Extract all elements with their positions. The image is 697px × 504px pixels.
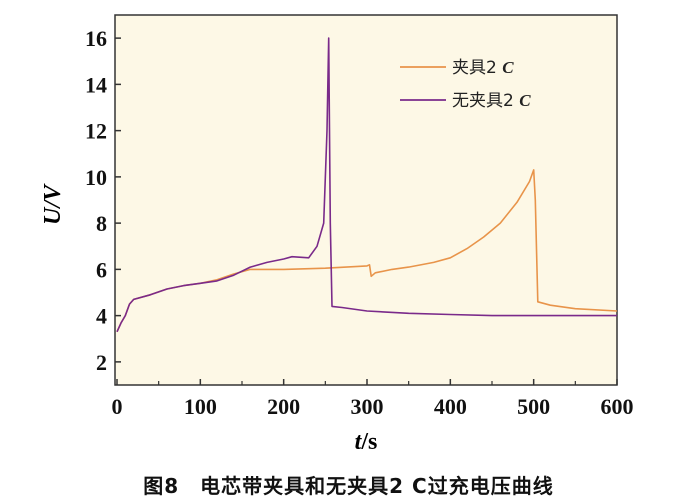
- y-tick-label: 12: [85, 119, 107, 144]
- y-tick-label: 14: [85, 72, 107, 97]
- x-axis-label: t/s: [355, 429, 378, 455]
- figure-caption: 图8 电芯带夹具和无夹具2 C过充电压曲线: [143, 474, 554, 498]
- y-tick-label: 2: [96, 350, 107, 375]
- y-tick-label: 4: [96, 304, 107, 329]
- legend-label: 无夹具2 C: [452, 91, 531, 111]
- x-tick-label: 300: [351, 394, 384, 419]
- y-axis-label: U/V: [40, 183, 66, 225]
- x-tick-label: 500: [517, 394, 550, 419]
- x-tick-label: 200: [267, 394, 300, 419]
- y-tick-label: 10: [85, 165, 107, 190]
- x-tick-label: 400: [434, 394, 467, 419]
- y-tick-label: 16: [85, 26, 107, 51]
- x-axis-var: t: [355, 429, 363, 455]
- x-tick-label: 100: [184, 394, 217, 419]
- x-tick-label: 0: [112, 394, 123, 419]
- legend: 夹具2 C 无夹具2 C: [400, 58, 531, 111]
- plot-background: [114, 14, 618, 386]
- y-tick-label: 6: [96, 257, 107, 282]
- x-tick-label: 600: [601, 394, 634, 419]
- series-line-2: [116, 37, 617, 333]
- legend-label: 夹具2 C: [452, 58, 514, 78]
- x-axis-unit: /s: [360, 429, 377, 455]
- y-tick-label: 8: [96, 211, 107, 236]
